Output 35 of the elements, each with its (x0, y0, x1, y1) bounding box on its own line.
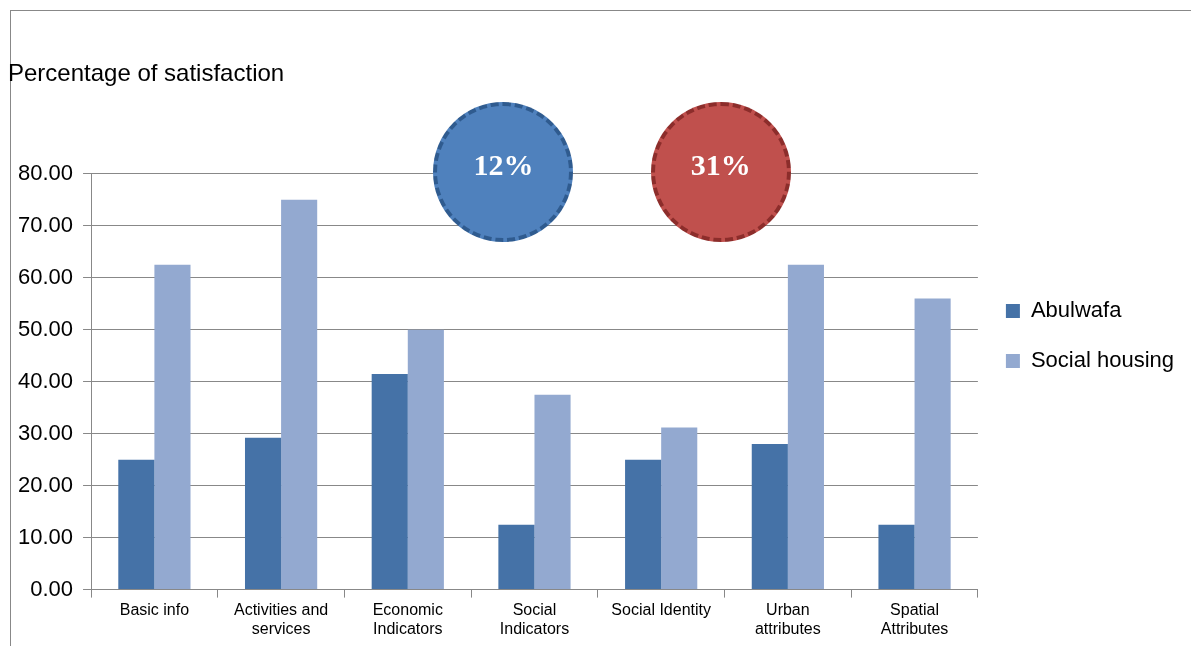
y-tick-label: 80.00 (17, 159, 74, 185)
chart-title: Percentage of satisfaction (8, 59, 285, 87)
y-tick-label: 40.00 (17, 367, 74, 393)
bar (407, 329, 444, 590)
y-tick-label: 0.00 (30, 575, 74, 601)
bar (534, 394, 571, 590)
bar (751, 444, 788, 590)
x-tick-label: Social Identity (611, 600, 711, 618)
y-tick-label: 10.00 (17, 523, 74, 549)
x-tick-label: Spatial Attributes (880, 600, 949, 637)
legend-label: Social housing (1030, 347, 1175, 373)
bar (498, 524, 535, 590)
bar (118, 459, 155, 590)
bar (244, 437, 282, 590)
y-tick-label: 60.00 (17, 263, 74, 289)
bar (154, 264, 191, 590)
x-tick-label: Activities and services (233, 600, 329, 637)
bar (878, 524, 915, 590)
bar (787, 264, 824, 590)
circle-badge: 31% (650, 101, 791, 242)
y-tick-label: 30.00 (17, 419, 74, 445)
y-tick-label: 70.00 (17, 211, 74, 237)
y-tick-label: 50.00 (17, 315, 74, 341)
x-tick-label: Urban attributes (754, 600, 821, 637)
bar (625, 459, 662, 590)
x-tick-label: Basic info (119, 600, 190, 618)
bar (371, 373, 408, 590)
bar (661, 427, 698, 590)
y-tick-label: 20.00 (17, 471, 74, 497)
x-tick-label: Social Indicators (499, 600, 570, 637)
bar (281, 199, 318, 590)
circle-badge: 12% (433, 101, 574, 242)
bar (914, 298, 951, 590)
legend-label: Abulwafa (1030, 297, 1123, 323)
x-tick-label: Economic Indicators (372, 600, 443, 637)
